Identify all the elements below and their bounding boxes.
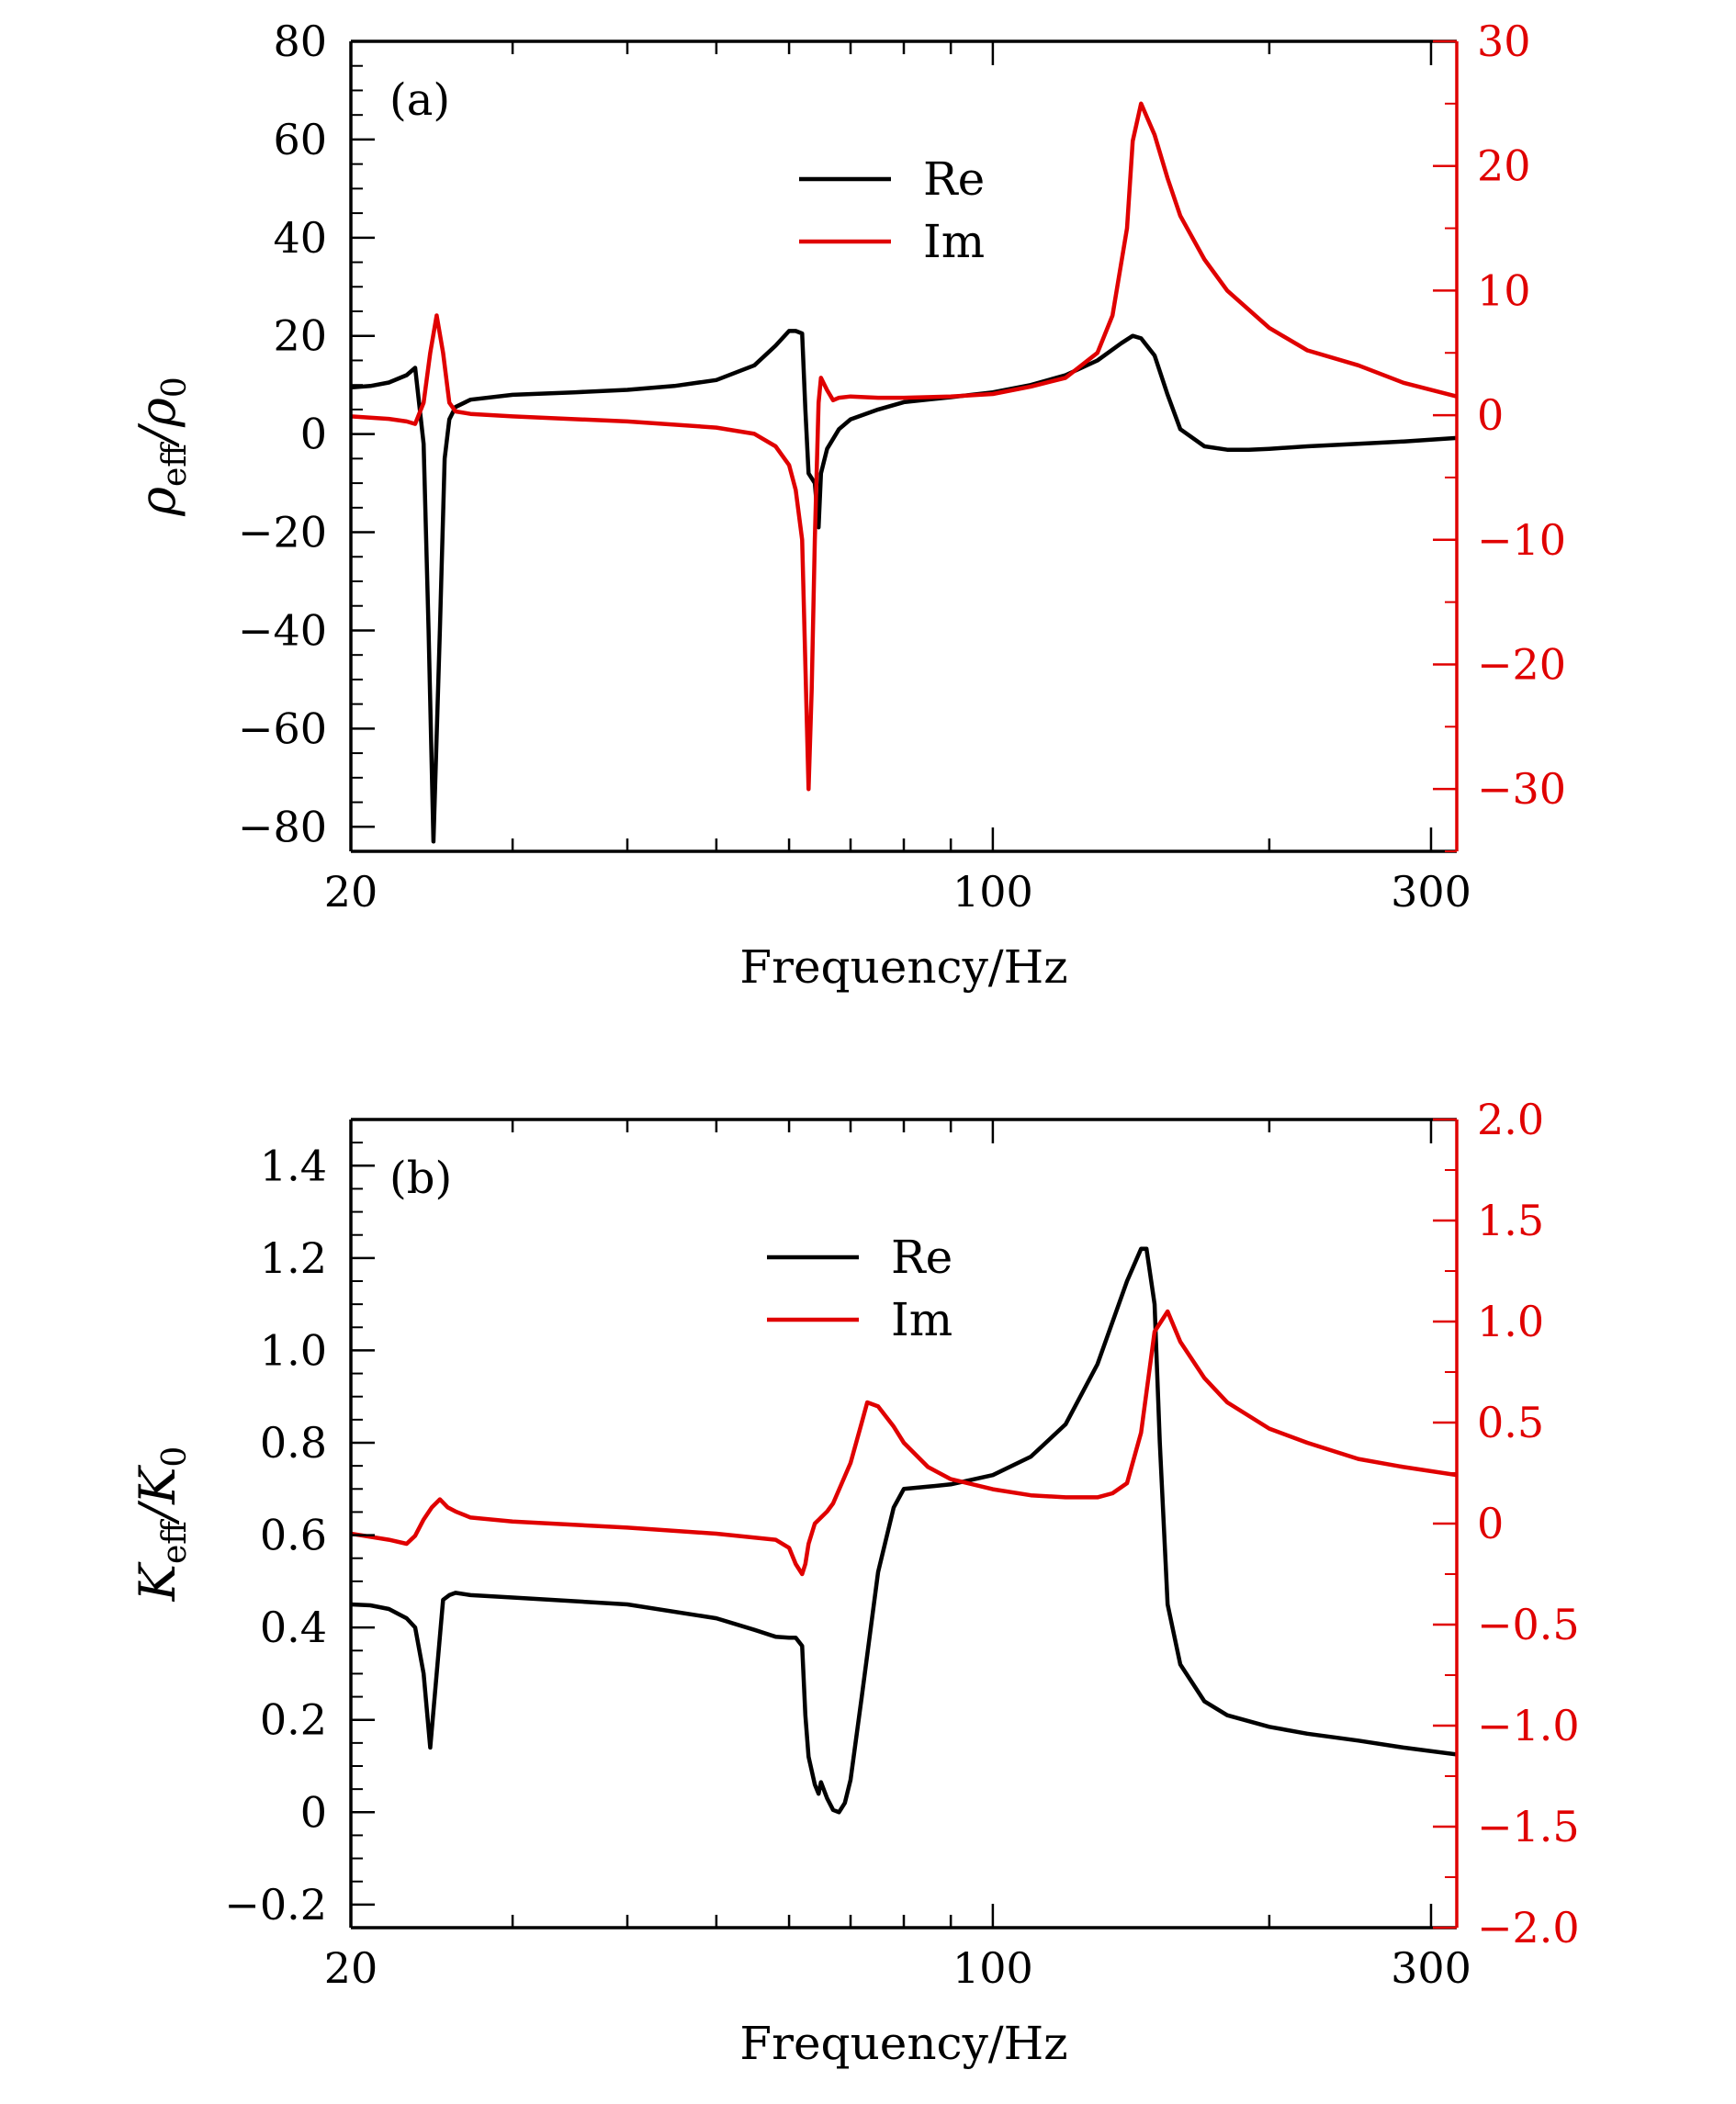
x-tick-label: 20 bbox=[324, 1943, 378, 1993]
y-left-tick-label: 80 bbox=[273, 17, 327, 66]
y-left-tick-label: 1.0 bbox=[260, 1325, 327, 1375]
y-left-tick-label: −40 bbox=[238, 605, 327, 655]
y-left-tick-label: 0 bbox=[300, 1787, 327, 1837]
y-right-tick-label: 2.0 bbox=[1477, 1095, 1544, 1144]
y-right-tick-label: −1.0 bbox=[1477, 1701, 1580, 1750]
panel-label: (b) bbox=[389, 1153, 452, 1204]
y-right-tick-label: 1.0 bbox=[1477, 1297, 1544, 1346]
series-line-re bbox=[351, 1246, 1457, 1815]
y-axis-label-ylabel-sub: eff bbox=[156, 442, 194, 487]
legend-label-re: Re bbox=[891, 1231, 953, 1284]
y-left-tick-label: −60 bbox=[238, 703, 327, 753]
x-tick-label: 20 bbox=[324, 867, 378, 917]
y-left-tick-label: 40 bbox=[273, 213, 327, 263]
panel-label: (a) bbox=[389, 74, 450, 126]
y-axis-label-ylabel-sub2: 0 bbox=[156, 377, 194, 398]
y-left-tick-label: −80 bbox=[238, 802, 327, 851]
y-right-tick-label: −10 bbox=[1477, 515, 1566, 565]
y-right-tick-label: −2.0 bbox=[1477, 1903, 1580, 1952]
y-right-tick-label: 0 bbox=[1477, 390, 1504, 440]
legend-label-im: Im bbox=[923, 215, 985, 268]
y-left-tick-label: 0 bbox=[300, 410, 327, 459]
x-tick-label: 300 bbox=[1391, 1943, 1471, 1993]
y-left-tick-label: 1.4 bbox=[260, 1141, 327, 1190]
y-axis-label-ylabel-sub: eff bbox=[156, 1519, 194, 1564]
y-axis-label-ylabel-main: ρ bbox=[129, 487, 186, 517]
y-axis-label-ylabel-sub2: 0 bbox=[156, 1446, 194, 1468]
y-left-tick-label: 0.8 bbox=[260, 1418, 327, 1468]
y-left-tick-label: 1.2 bbox=[260, 1233, 327, 1283]
x-axis-label: Frequency/Hz bbox=[739, 2017, 1067, 2070]
chart-panel-b: 20 100 300 −0.2 0 0.2 0.4 0.6 0.8 1.0 1.2 1.4 −2.0 −1… bbox=[129, 1095, 1580, 2070]
series-line-re bbox=[351, 329, 1457, 844]
x-tick-label: 300 bbox=[1391, 867, 1471, 917]
x-tick-label: 100 bbox=[953, 1943, 1033, 1993]
y-right-tick-label: 30 bbox=[1477, 17, 1531, 66]
chart-panel-a: 20 100 300−80−60−40−20020406080−30−20−1001… bbox=[129, 17, 1566, 994]
y-right-tick-label: −20 bbox=[1477, 639, 1566, 689]
y-right-tick-label: −30 bbox=[1477, 764, 1566, 814]
y-left-tick-label: 0.6 bbox=[260, 1511, 327, 1560]
y-right-tick-label: 0 bbox=[1477, 1499, 1504, 1548]
y-axis-label-ylabel-div: /ρ bbox=[129, 398, 186, 448]
y-left-tick-label: 20 bbox=[273, 311, 327, 361]
x-axis-label: Frequency/Hz bbox=[739, 940, 1067, 994]
y-right-tick-label: −1.5 bbox=[1477, 1802, 1580, 1851]
y-axis-label-ylabel-main: K bbox=[129, 1561, 186, 1602]
series-line-im bbox=[351, 101, 1457, 792]
y-axis-label: Keff/K0 bbox=[129, 1446, 194, 1603]
y-right-tick-label: −0.5 bbox=[1477, 1600, 1580, 1649]
y-left-tick-label: 60 bbox=[273, 115, 327, 164]
y-axis-label: ρeff/ρ0 bbox=[129, 377, 194, 517]
y-right-tick-label: 1.5 bbox=[1477, 1196, 1544, 1245]
y-right-tick-label: 10 bbox=[1477, 265, 1531, 315]
series-line-im bbox=[351, 1309, 1457, 1577]
y-right-tick-label: 0.5 bbox=[1477, 1398, 1544, 1447]
y-left-tick-label: 0.2 bbox=[260, 1695, 327, 1745]
y-axis-label-ylabel-div: /K bbox=[129, 1465, 186, 1525]
legend-label-re: Re bbox=[923, 152, 985, 206]
y-left-tick-label: −0.2 bbox=[224, 1880, 327, 1930]
y-left-tick-label: −20 bbox=[238, 508, 327, 557]
legend-label-im: Im bbox=[891, 1293, 953, 1346]
y-right-tick-label: 20 bbox=[1477, 141, 1531, 191]
x-tick-label: 100 bbox=[953, 867, 1033, 917]
y-left-tick-label: 0.4 bbox=[260, 1603, 327, 1652]
